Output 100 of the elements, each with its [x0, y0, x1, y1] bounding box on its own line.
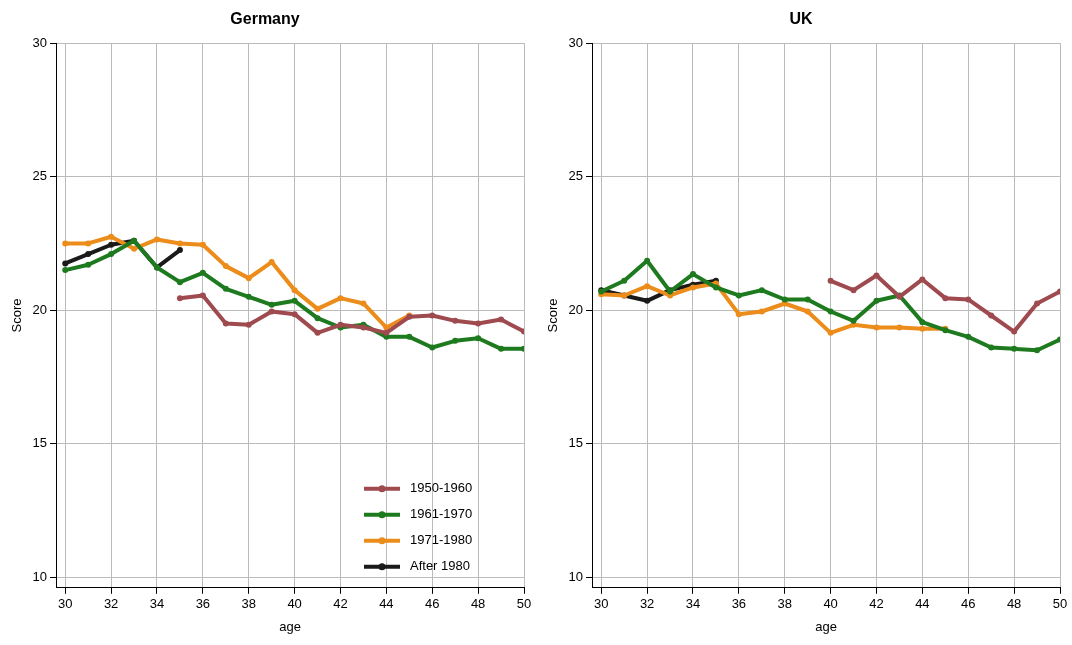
y-tick-label: 20: [32, 301, 48, 317]
y-tick-label: 25: [32, 168, 48, 184]
point: [850, 317, 857, 324]
y-axis-title: Score: [545, 298, 561, 333]
x-axis-title: age: [815, 618, 837, 634]
point: [222, 320, 229, 327]
point: [644, 283, 651, 290]
point: [291, 287, 298, 294]
point: [965, 296, 972, 303]
point: [85, 251, 92, 258]
point: [712, 284, 719, 291]
x-tick-label: 32: [639, 596, 655, 612]
x-tick-label: 42: [869, 596, 884, 612]
chart-title: UK: [789, 10, 813, 28]
y-tick-label: 10: [32, 568, 48, 584]
point: [873, 272, 880, 279]
point: [873, 324, 880, 331]
point: [689, 271, 696, 278]
point: [942, 295, 949, 302]
point: [919, 325, 926, 332]
x-tick-label: 42: [333, 596, 348, 612]
y-tick-label: 20: [568, 301, 584, 317]
point: [735, 311, 742, 318]
point: [176, 240, 183, 247]
x-tick-label: 46: [425, 596, 440, 612]
point: [498, 316, 505, 323]
point: [108, 241, 115, 248]
point: [85, 261, 92, 268]
y-tick-label: 25: [568, 168, 584, 184]
y-tick-label: 10: [568, 568, 584, 584]
point: [644, 297, 651, 304]
legend-label: After 1980: [410, 558, 470, 574]
legend-label: 1971-1980: [410, 532, 473, 548]
point: [429, 312, 436, 319]
point: [827, 308, 834, 315]
point: [131, 245, 138, 252]
x-tick-label: 30: [58, 596, 73, 612]
point: [268, 308, 275, 315]
point: [758, 287, 765, 294]
point: [988, 312, 995, 319]
x-tick-label: 44: [915, 596, 930, 612]
point: [360, 300, 367, 307]
point: [222, 285, 229, 292]
point: [758, 308, 765, 315]
point: [804, 308, 811, 315]
point: [85, 240, 92, 247]
x-tick-label: 40: [287, 596, 302, 612]
point: [176, 247, 183, 254]
point: [108, 233, 115, 240]
x-tick-label: 36: [195, 596, 211, 612]
x-tick-label: 40: [823, 596, 838, 612]
point: [291, 311, 298, 318]
point: [498, 345, 505, 352]
point: [222, 263, 229, 270]
point: [1034, 347, 1041, 354]
point: [199, 292, 206, 299]
x-tick-label: 32: [103, 596, 119, 612]
point: [621, 277, 628, 284]
x-tick-label: 38: [241, 596, 256, 612]
y-tick-label: 15: [568, 435, 584, 451]
x-tick-label: 36: [731, 596, 747, 612]
point: [176, 295, 183, 302]
point: [199, 241, 206, 248]
x-tick-label: 44: [379, 596, 394, 612]
point: [873, 297, 880, 304]
point: [314, 305, 321, 312]
point: [896, 324, 903, 331]
point: [919, 276, 926, 283]
point: [965, 333, 972, 340]
point: [383, 329, 390, 336]
point: [850, 287, 857, 294]
point: [644, 257, 651, 264]
x-tick-label: 48: [470, 596, 486, 612]
y-tick-label: 30: [568, 34, 584, 50]
chart-title: Germany: [230, 10, 300, 28]
point: [827, 277, 834, 284]
x-tick-label: 46: [961, 596, 976, 612]
y-tick-label: 15: [32, 435, 48, 451]
point: [337, 295, 344, 302]
point: [314, 315, 321, 322]
point: [475, 320, 482, 327]
y-tick-label: 30: [32, 34, 48, 50]
point: [153, 236, 160, 243]
point: [452, 337, 459, 344]
point: [429, 344, 436, 351]
point: [199, 269, 206, 276]
point: [804, 296, 811, 303]
point: [108, 251, 115, 258]
x-tick-label: 38: [777, 596, 792, 612]
point: [475, 335, 482, 342]
point: [1011, 345, 1018, 352]
x-tick-label: 50: [1052, 596, 1068, 612]
point: [245, 321, 252, 328]
x-tick-label: 34: [149, 596, 165, 612]
point: [245, 293, 252, 300]
x-tick-label: 34: [685, 596, 701, 612]
x-tick-label: 30: [594, 596, 609, 612]
point: [245, 275, 252, 282]
point: [827, 329, 834, 336]
point: [314, 329, 321, 336]
